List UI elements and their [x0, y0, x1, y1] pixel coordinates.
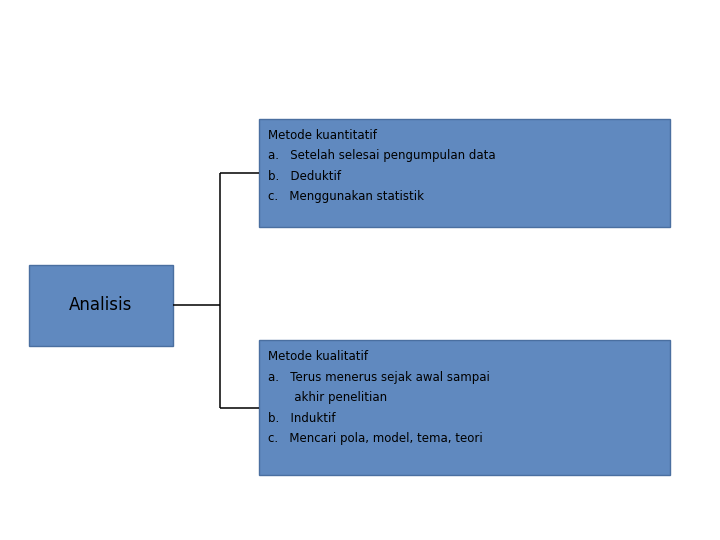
Text: c.   Menggunakan statistik: c. Menggunakan statistik [268, 191, 424, 204]
Text: Metode kuantitatif: Metode kuantitatif [268, 129, 377, 141]
Text: a.   Terus menerus sejak awal sampai: a. Terus menerus sejak awal sampai [268, 371, 490, 384]
Text: Metode kualitatif: Metode kualitatif [268, 350, 368, 363]
Text: b.   Deduktif: b. Deduktif [268, 170, 341, 183]
Text: Analisis: Analisis [69, 296, 132, 314]
FancyBboxPatch shape [259, 119, 670, 227]
Text: b.   Induktif: b. Induktif [268, 412, 336, 425]
Text: akhir penelitian: akhir penelitian [268, 391, 387, 404]
Text: c.   Mencari pola, model, tema, teori: c. Mencari pola, model, tema, teori [268, 432, 482, 445]
FancyBboxPatch shape [29, 265, 173, 346]
Text: a.   Setelah selesai pengumpulan data: a. Setelah selesai pengumpulan data [268, 149, 495, 163]
FancyBboxPatch shape [259, 340, 670, 475]
